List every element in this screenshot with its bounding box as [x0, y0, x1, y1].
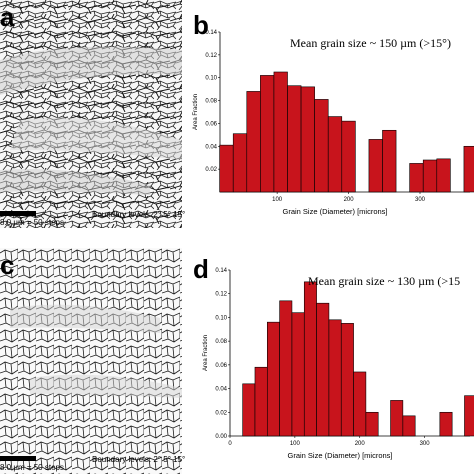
panel-letter-c: c — [0, 250, 15, 280]
bar-8 — [340, 323, 354, 437]
boundary-label-a: Boundary levels: 2° 5° 15° — [92, 210, 186, 219]
y-axis-title: Area Fraction — [193, 94, 199, 130]
x-tick-label: 100 — [290, 441, 301, 447]
y-tick-label: 0.08 — [215, 339, 227, 345]
scale-bar-c — [0, 456, 36, 461]
micrograph-c — [0, 248, 182, 474]
panel-letter-d: d — [193, 254, 209, 284]
y-tick-label: 0.02 — [215, 410, 227, 416]
y-axis-title: Area Fraction — [203, 335, 209, 371]
bar-3 — [279, 300, 293, 437]
x-axis-title: Grain Size (Diameter) [microns] — [287, 451, 392, 460]
mean-annotation-d: Mean grain size ~ 130 µm (>15 — [308, 274, 461, 288]
y-tick-label: 0.14 — [205, 30, 217, 36]
panel-letter-b: b — [193, 10, 209, 40]
scale-label-a: 8.0 µm = 50 steps — [0, 218, 64, 227]
x-tick-label: 300 — [420, 441, 431, 447]
x-tick-label: 200 — [355, 441, 366, 447]
y-tick-label: 0.10 — [215, 315, 227, 321]
boundary-label-c: Boundary levels: 2° 5° 15° — [92, 455, 186, 464]
scale-label-c: 8.0 µm = 50 steps — [0, 463, 64, 472]
bar-11 — [390, 400, 404, 437]
bar-13 — [439, 411, 453, 437]
x-axis-title: Grain Size (Diameter) [microns] — [282, 207, 387, 216]
x-tick-label: 300 — [415, 197, 426, 203]
grain-map-a — [0, 0, 182, 228]
x-tick-label: 0 — [228, 441, 232, 447]
bar-4 — [291, 312, 305, 437]
bar-7 — [328, 319, 342, 437]
y-tick-label: 0.08 — [205, 99, 217, 105]
grain-map-c — [0, 248, 182, 474]
scale-bar-a — [0, 211, 36, 216]
bar-14 — [464, 395, 474, 437]
mean-annotation-b: Mean grain size ~ 150 µm (>15°) — [290, 36, 451, 50]
y-tick-label: 0.14 — [215, 268, 227, 274]
bar-11 — [382, 129, 397, 193]
bar-5 — [303, 281, 317, 437]
y-tick-label: 0.00 — [215, 434, 227, 440]
x-tick-label: 100 — [272, 197, 283, 203]
bar-9 — [353, 371, 367, 437]
bar-14 — [436, 158, 451, 193]
y-tick-label: 0.06 — [205, 121, 217, 127]
bar-2 — [266, 321, 280, 437]
x-tick-label: 200 — [344, 197, 355, 203]
y-tick-label: 0.12 — [205, 53, 217, 59]
panel-letter-a: a — [0, 2, 15, 32]
y-tick-label: 0.04 — [215, 387, 227, 393]
bar-12 — [402, 415, 416, 437]
bar-10 — [365, 411, 379, 437]
bar-6 — [316, 302, 330, 437]
y-tick-label: 0.10 — [205, 76, 217, 82]
bar-15 — [463, 145, 474, 193]
histogram-b: 0.02 0.04 0.06 0.08 0.10 0.12 0.14 100 200 300 Gra… — [193, 30, 474, 216]
y-tick-label: 0.06 — [215, 363, 227, 369]
bar-0 — [242, 383, 256, 437]
y-tick-label: 0.12 — [215, 292, 227, 298]
micrograph-a — [0, 0, 182, 228]
y-tick-label: 0.04 — [205, 144, 217, 150]
y-tick-label: 0.02 — [205, 167, 217, 173]
bar-1 — [254, 366, 268, 437]
